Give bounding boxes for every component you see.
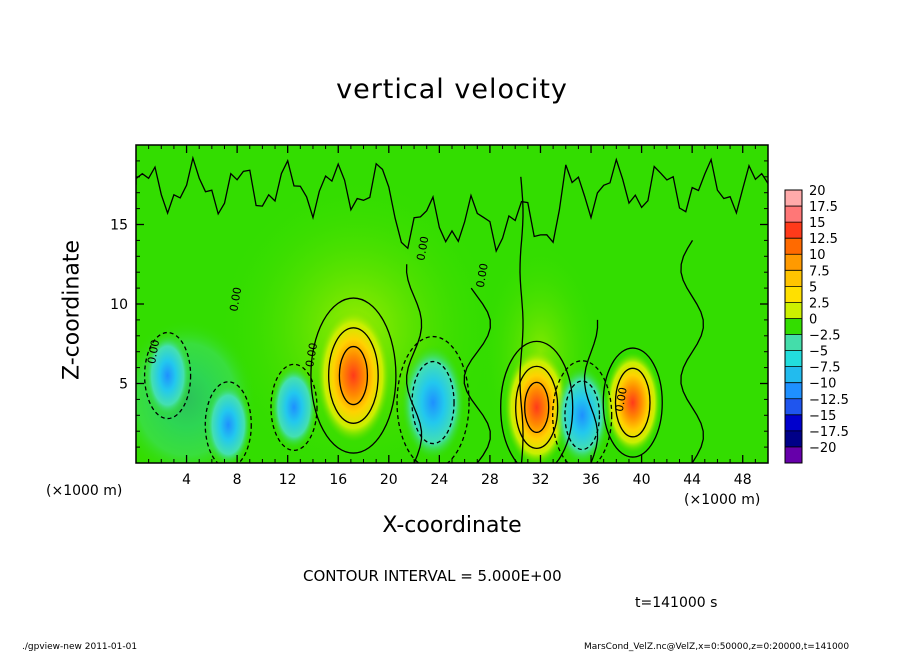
contour-vertical xyxy=(405,264,423,463)
x-tick-label: 28 xyxy=(481,472,499,488)
x-tick-label: 44 xyxy=(683,472,701,488)
y-tick-label: 15 xyxy=(110,218,128,234)
colorbar-label: 12.5 xyxy=(809,232,838,247)
x-tick-label: 4 xyxy=(182,472,191,488)
contour-core xyxy=(338,345,369,406)
colorbar-swatch xyxy=(785,254,802,271)
contour-zero xyxy=(552,360,613,463)
contour-inner xyxy=(614,367,651,438)
contour-vertical xyxy=(519,176,524,463)
contour-zero xyxy=(310,297,397,454)
colorbar-label: −17.5 xyxy=(809,425,849,440)
downdraft-cell xyxy=(205,382,252,463)
updraft-cell xyxy=(605,352,661,453)
colorbar-label: 17.5 xyxy=(809,200,838,215)
x-tick-label: 16 xyxy=(329,472,347,488)
downdraft-cell xyxy=(401,344,466,461)
colorbar-swatch xyxy=(785,238,802,255)
contour-core xyxy=(524,381,550,434)
x-unit-right: (×1000 m) xyxy=(684,492,761,508)
contour-vertical xyxy=(680,240,704,463)
x-tick-label: 20 xyxy=(380,472,398,488)
contour-vertical xyxy=(463,287,491,463)
downdraft-cell xyxy=(144,333,191,418)
contour-label: 0.00 xyxy=(474,262,491,288)
contour-zero xyxy=(396,335,470,463)
colorbar-label: −7.5 xyxy=(809,361,841,376)
colorbar-swatch xyxy=(785,286,802,303)
x-tick-label: 40 xyxy=(633,472,651,488)
contour-label: 0.00 xyxy=(414,235,431,261)
contour-inner xyxy=(515,365,559,450)
colorbar-label: 0 xyxy=(809,312,817,327)
contour-zero xyxy=(500,340,574,463)
colorbar-swatch xyxy=(785,334,802,352)
colorbar-swatch xyxy=(785,398,802,416)
colorbar-swatch xyxy=(785,222,802,239)
x-tick-label: 48 xyxy=(734,472,752,488)
x-unit-left: (×1000 m) xyxy=(46,483,123,499)
x-tick-label: 12 xyxy=(279,472,297,488)
field-group xyxy=(136,145,768,463)
colorbar-swatch xyxy=(785,414,802,432)
x-axis-label: X-coordinate xyxy=(382,513,522,538)
colorbar-label: 10 xyxy=(809,248,826,263)
contour-label: 0.00 xyxy=(145,339,162,365)
colorbar-swatch xyxy=(785,350,802,368)
colorbar-label: 15 xyxy=(809,216,826,231)
x-tick-label: 36 xyxy=(582,472,600,488)
colorbar-label: −15 xyxy=(809,409,836,424)
colorbar-label: −20 xyxy=(809,441,836,456)
colorbar-swatch xyxy=(785,318,802,336)
contour-upper xyxy=(136,155,768,253)
chart-title: vertical velocity xyxy=(336,74,568,105)
y-axis-label: Z-coordinate xyxy=(59,240,85,380)
contour-zero xyxy=(204,381,252,463)
x-tick-label: 8 xyxy=(233,472,242,488)
colorbar-swatch xyxy=(785,446,802,464)
colorbar-swatch xyxy=(785,366,802,384)
x-tick-label: 24 xyxy=(430,472,448,488)
downdraft-cell xyxy=(271,365,317,450)
contour-zero xyxy=(270,363,318,452)
colorbar-swatch xyxy=(785,430,802,448)
colorbar-label: 7.5 xyxy=(809,264,830,279)
colorbar-label: 5 xyxy=(809,280,817,295)
colorbar-swatch xyxy=(785,302,802,319)
contour-zero xyxy=(143,331,192,420)
contour-zero xyxy=(602,347,663,458)
time-label: t=141000 s xyxy=(635,595,718,611)
y-tick-label: 10 xyxy=(110,297,128,313)
colorbar-label: −12.5 xyxy=(809,393,849,408)
colorbar-label: −2.5 xyxy=(809,329,841,344)
contour-group xyxy=(136,155,768,463)
footer-left: ./gpview-new 2011-01-01 xyxy=(22,642,138,652)
x-tick-label: 32 xyxy=(532,472,550,488)
colorbar-label: −10 xyxy=(809,377,836,392)
colorbar-label: 2.5 xyxy=(809,296,830,311)
colorbar-swatch xyxy=(785,206,802,223)
contour-label: 0.00 xyxy=(613,386,630,412)
colorbar-swatch xyxy=(785,382,802,400)
colorbar-swatch xyxy=(785,190,802,207)
contour-lines: 0.00 0.00 0.00 0.00 0.00 0.00 xyxy=(136,155,768,463)
footer-right: MarsCond_VelZ.nc@VelZ,x=0:50000,z=0:2000… xyxy=(584,642,850,652)
colorbar-label: 20 xyxy=(809,184,826,199)
contour-label: 0.00 xyxy=(303,342,320,368)
updraft-cell xyxy=(316,309,390,442)
y-tick-label: 5 xyxy=(119,377,128,393)
colorbar-swatch xyxy=(785,270,802,287)
colorbar-label: −5 xyxy=(809,345,828,360)
downdraft-cell xyxy=(554,365,610,463)
contour-inner xyxy=(564,380,601,451)
contour-inner xyxy=(328,327,379,424)
contour-label: 0.00 xyxy=(227,286,244,312)
contour-interval-text: CONTOUR INTERVAL = 5.000E+00 xyxy=(303,567,562,585)
plot-area xyxy=(136,145,768,463)
contour-vertical xyxy=(583,319,599,463)
